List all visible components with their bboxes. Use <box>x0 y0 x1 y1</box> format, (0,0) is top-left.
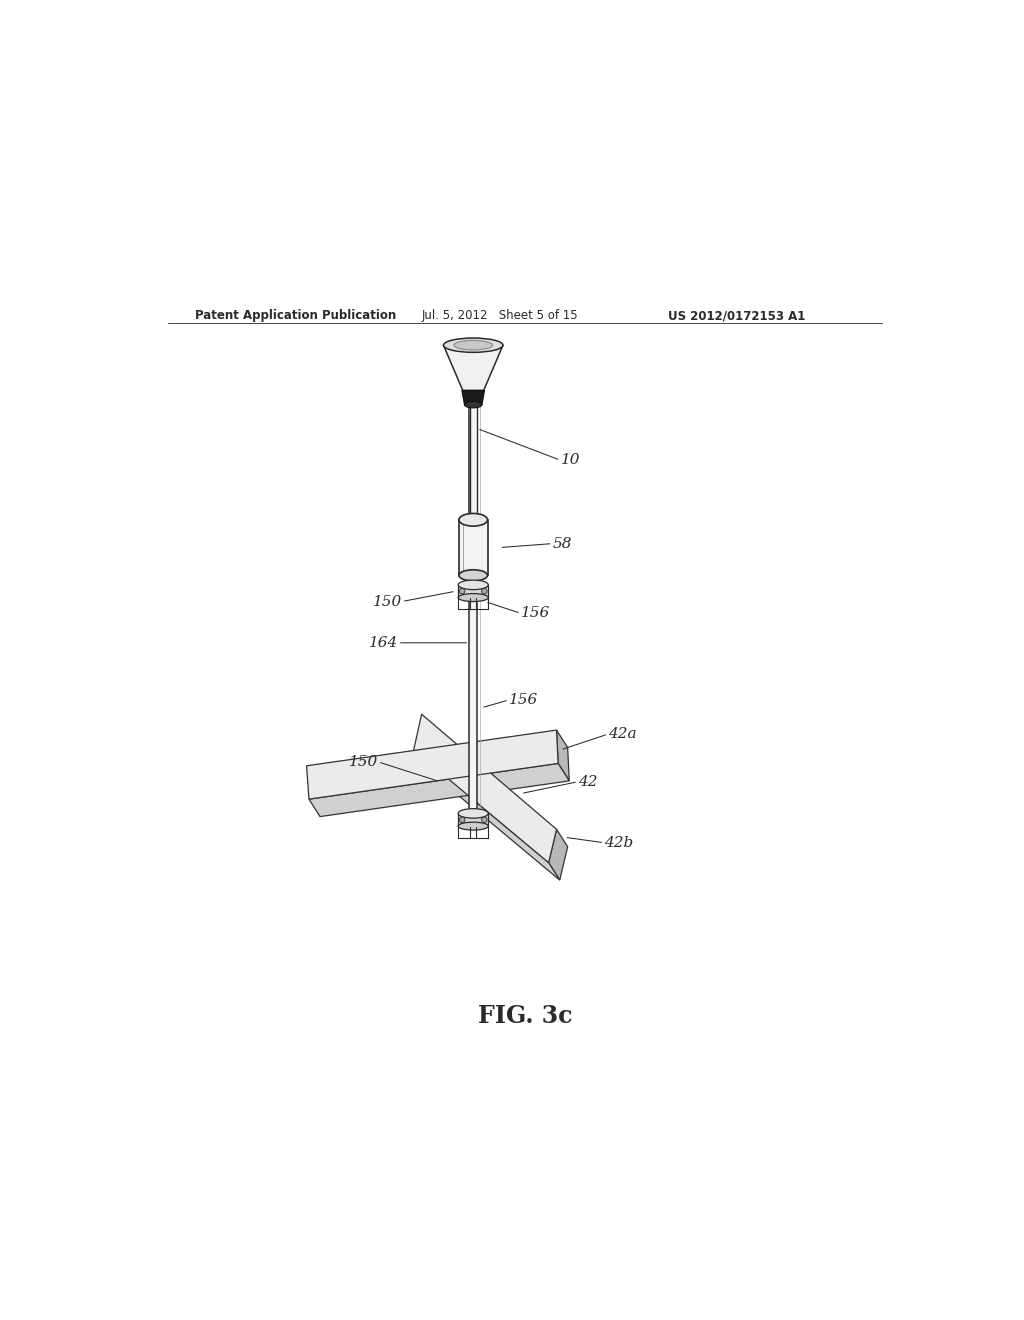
Text: 42: 42 <box>578 775 597 788</box>
Text: 42a: 42a <box>608 727 637 741</box>
Text: 156: 156 <box>509 693 539 708</box>
Polygon shape <box>462 391 484 405</box>
Text: 150: 150 <box>349 755 378 768</box>
Ellipse shape <box>458 809 488 818</box>
Ellipse shape <box>458 594 488 602</box>
Text: 58: 58 <box>553 537 572 550</box>
Text: 150: 150 <box>373 594 401 609</box>
Text: 164: 164 <box>369 636 397 649</box>
Polygon shape <box>470 405 477 516</box>
Polygon shape <box>458 585 488 598</box>
Ellipse shape <box>459 570 487 581</box>
Polygon shape <box>458 813 488 826</box>
Ellipse shape <box>460 817 465 822</box>
Polygon shape <box>469 405 477 829</box>
Ellipse shape <box>458 822 488 830</box>
Text: US 2012/0172153 A1: US 2012/0172153 A1 <box>668 309 805 322</box>
Polygon shape <box>443 346 503 391</box>
Text: Patent Application Publication: Patent Application Publication <box>196 309 396 322</box>
Polygon shape <box>557 730 569 781</box>
Text: 10: 10 <box>560 453 580 467</box>
Polygon shape <box>309 763 569 817</box>
Polygon shape <box>414 714 557 862</box>
Ellipse shape <box>459 513 487 527</box>
Ellipse shape <box>454 341 493 350</box>
Polygon shape <box>414 750 560 880</box>
Text: Jul. 5, 2012   Sheet 5 of 15: Jul. 5, 2012 Sheet 5 of 15 <box>422 309 579 322</box>
Ellipse shape <box>443 338 503 352</box>
Ellipse shape <box>460 589 465 594</box>
Ellipse shape <box>481 817 487 822</box>
Ellipse shape <box>465 401 482 408</box>
Polygon shape <box>549 829 567 880</box>
Text: FIG. 3c: FIG. 3c <box>477 1003 572 1028</box>
Ellipse shape <box>481 589 487 594</box>
Polygon shape <box>459 520 487 576</box>
Polygon shape <box>306 730 558 799</box>
Text: 42b: 42b <box>604 836 634 850</box>
Text: 156: 156 <box>521 606 550 620</box>
Ellipse shape <box>458 579 488 590</box>
